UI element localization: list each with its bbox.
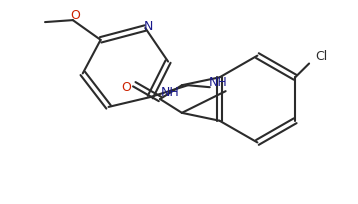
- Text: NH: NH: [208, 75, 227, 88]
- Text: O: O: [121, 80, 131, 93]
- Text: NH: NH: [161, 85, 179, 98]
- Text: O: O: [70, 9, 80, 22]
- Text: Cl: Cl: [315, 50, 327, 63]
- Text: N: N: [144, 19, 153, 32]
